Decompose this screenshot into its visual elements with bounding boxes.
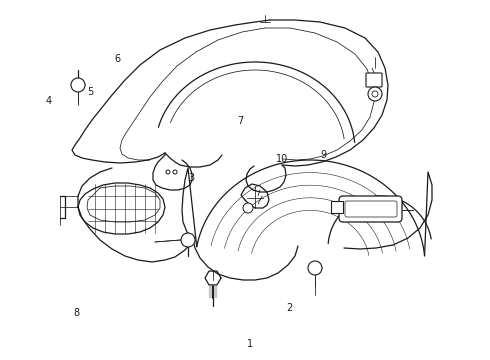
Text: 6: 6 [115, 54, 121, 64]
Text: 5: 5 [88, 87, 94, 97]
FancyBboxPatch shape [339, 196, 402, 222]
Text: 3: 3 [188, 173, 194, 183]
Text: 7: 7 [237, 116, 243, 126]
FancyBboxPatch shape [331, 201, 343, 213]
Circle shape [71, 78, 85, 92]
Circle shape [166, 170, 170, 174]
Circle shape [173, 170, 177, 174]
Text: 8: 8 [73, 308, 79, 318]
Circle shape [368, 87, 382, 101]
Circle shape [181, 233, 195, 247]
Circle shape [372, 91, 378, 97]
Text: 2: 2 [286, 303, 292, 313]
Text: 1: 1 [247, 339, 253, 349]
Circle shape [308, 261, 322, 275]
Circle shape [243, 203, 253, 213]
Text: 9: 9 [320, 150, 326, 160]
Text: 4: 4 [46, 96, 52, 106]
FancyBboxPatch shape [366, 73, 382, 87]
Text: 10: 10 [275, 154, 288, 165]
